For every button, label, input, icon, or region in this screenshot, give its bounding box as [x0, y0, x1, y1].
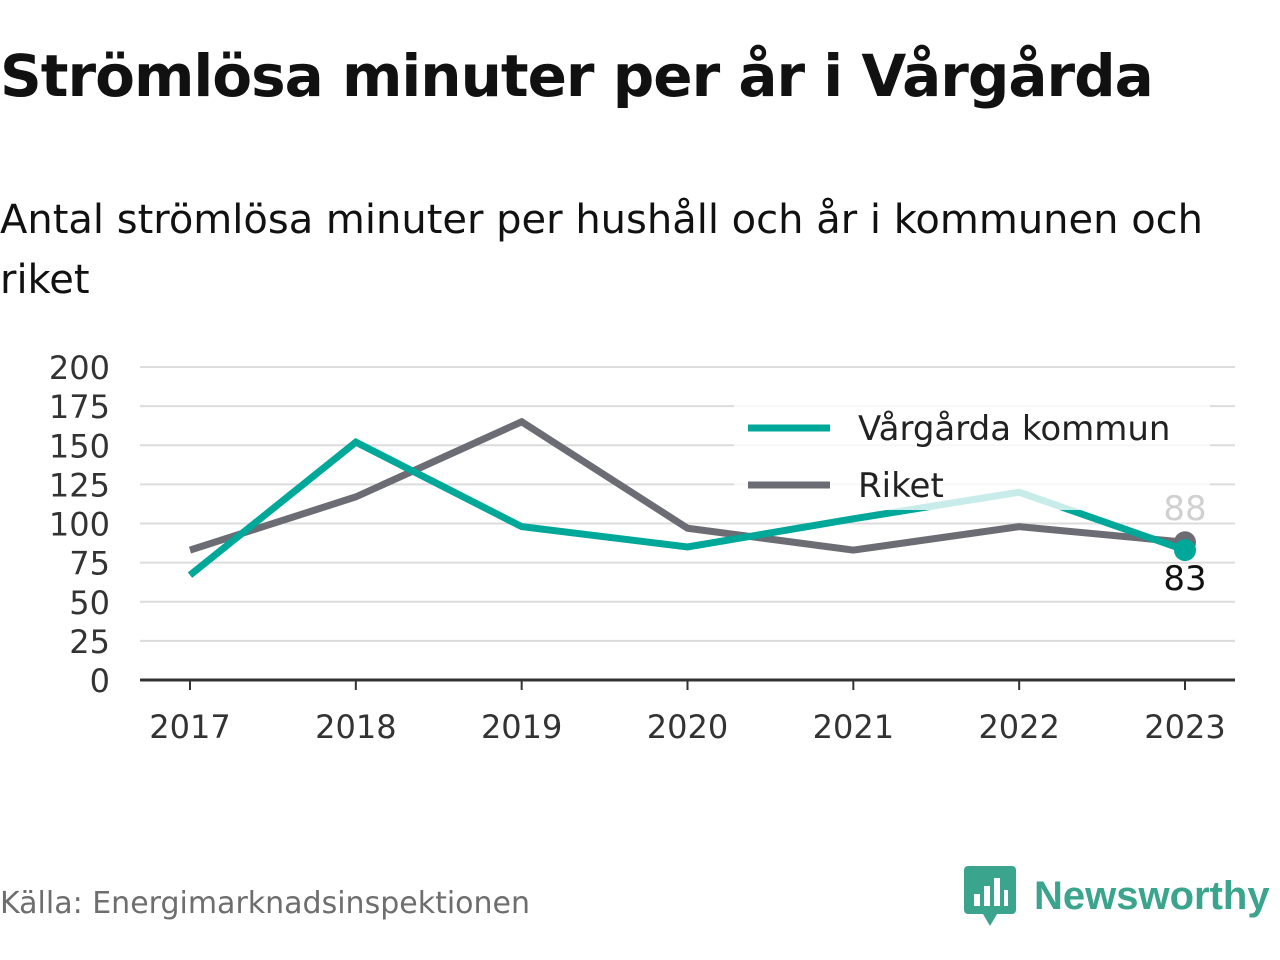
x-tick-label: 2023 [1144, 708, 1225, 746]
source-note: Källa: Energimarknadsinspektionen [0, 886, 531, 921]
brand: Newsworthy [964, 864, 1270, 928]
y-tick-label: 25 [69, 623, 110, 661]
legend: Vårgårda kommun Riket [734, 404, 1210, 510]
x-tick-label: 2018 [315, 708, 396, 746]
y-tick-label: 175 [49, 388, 110, 426]
chart-title: Strömlösa minuter per år i Vårgårda [0, 42, 1154, 110]
y-tick-label: 50 [69, 584, 110, 622]
series-line-riket [188, 417, 1186, 554]
x-axis: 2017 2018 2019 2020 2021 2022 2023 [140, 678, 1235, 746]
end-labels: 88 83 [1163, 489, 1206, 599]
y-tick-label: 100 [49, 506, 110, 544]
y-tick-label: 75 [69, 545, 110, 583]
end-label-vargarda: 83 [1163, 559, 1206, 599]
y-tick-label: 125 [49, 466, 110, 504]
chart-subtitle: Antal strömlösa minuter per hushåll och … [0, 197, 1204, 303]
y-tick-label: 200 [49, 349, 110, 387]
newsworthy-logo-icon [964, 866, 1016, 926]
x-tick-label: 2019 [481, 708, 562, 746]
legend-label: Riket [858, 466, 944, 506]
brand-name: Newsworthy [1034, 873, 1270, 918]
x-tick-label: 2020 [647, 708, 728, 746]
x-tick-label: 2017 [149, 708, 230, 746]
legend-background [734, 404, 1210, 510]
series-end-point-vargarda [1174, 539, 1196, 562]
end-label-riket: 88 [1163, 489, 1206, 529]
legend-label: Vårgårda kommun [858, 409, 1170, 449]
x-tick-label: 2021 [813, 708, 894, 746]
y-tick-label: 0 [90, 662, 110, 700]
x-tick-label: 2022 [978, 708, 1059, 746]
y-tick-label: 150 [49, 427, 110, 465]
